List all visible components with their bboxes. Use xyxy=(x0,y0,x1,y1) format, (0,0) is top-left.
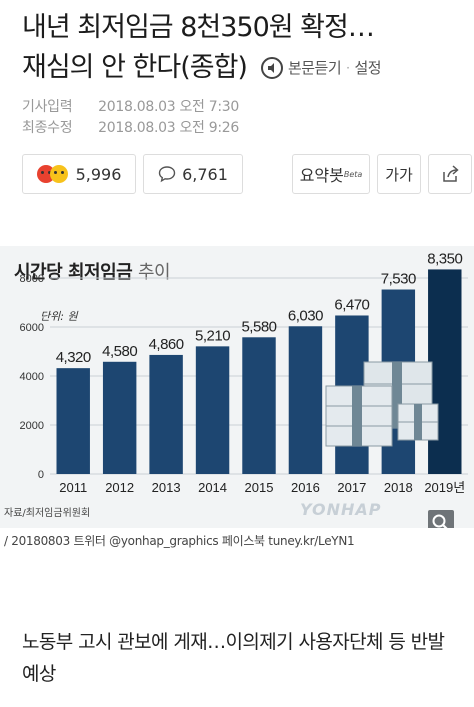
input-time-label: 기사입력 xyxy=(22,99,73,115)
share-icon xyxy=(440,164,460,184)
summary-beta-tag: Beta xyxy=(343,169,363,179)
minimum-wage-chart[interactable]: 시간당 최저임금 추이 단위: 원 0 2000 4000 6000 8000 4,320… xyxy=(0,246,474,528)
bar-value-label: 5,210 xyxy=(195,327,230,344)
listen-controls: 본문듣기 · 설정 xyxy=(260,48,382,88)
summary-bot-button[interactable]: 요약봇 Beta xyxy=(292,154,370,194)
bar-value-label: 4,860 xyxy=(149,336,184,353)
x-tick-label: 2015 xyxy=(245,480,274,495)
reaction-count: 5,996 xyxy=(75,164,122,184)
bar-value-label: 8,350 xyxy=(427,250,462,267)
money-stack-illustration xyxy=(325,361,439,447)
comment-icon xyxy=(158,165,176,183)
article-title-line1: 내년 최저임금 8천350원 확정… xyxy=(22,12,375,43)
article-lead-text: 노동부 고시 관보에 게재…이의제기 사용자단체 등 반발 예상 xyxy=(22,631,445,685)
font-size-label: 가가 xyxy=(385,165,413,184)
share-button[interactable] xyxy=(428,154,472,194)
x-tick-label: 2017 xyxy=(337,480,366,495)
article-title-line2: 재심의 안 한다(종합) xyxy=(22,52,248,83)
chart-bar xyxy=(195,346,230,474)
input-time-value: 2018.08.03 오전 7:30 xyxy=(98,99,240,115)
modified-time-value: 2018.08.03 오전 9:26 xyxy=(98,120,240,136)
bar-value-label: 7,530 xyxy=(381,271,416,288)
summary-bot-label: 요약봇 xyxy=(299,166,344,185)
yonhap-watermark: YONHAP xyxy=(300,500,382,519)
y-tick-label: 8000 xyxy=(20,273,44,285)
y-tick-label: 2000 xyxy=(20,420,44,432)
chart-unit: 단위: 원 xyxy=(40,310,78,323)
x-tick-label: 2013 xyxy=(152,480,181,495)
x-tick-label: 2019년 xyxy=(424,480,465,495)
x-tick-label: 2016 xyxy=(291,480,320,495)
x-tick-label: 2018 xyxy=(384,480,413,495)
graphic-credit: / 20180803 트위터 @yonhap_graphics 페이스북 tun… xyxy=(4,534,355,548)
chart-bar xyxy=(288,326,323,474)
y-tick-label: 6000 xyxy=(20,322,44,334)
modified-time-row: 최종수정 2018.08.03 오전 9:26 xyxy=(22,117,239,137)
chart-plot: 0 2000 4000 6000 8000 4,320 4,580 4,860 5,210 5,5… xyxy=(20,250,468,495)
chart-bar xyxy=(56,368,90,474)
article-title: 내년 최저임금 8천350원 확정… 재심의 안 한다(종합) 본문듣기 · 설… xyxy=(22,8,462,88)
y-tick-label: 0 xyxy=(38,469,44,481)
bar-value-label: 4,320 xyxy=(56,349,91,366)
bar-value-label: 5,580 xyxy=(241,318,276,335)
x-tick-label: 2014 xyxy=(198,480,227,495)
bar-value-label: 6,470 xyxy=(334,296,369,313)
settings-button[interactable]: 설정 xyxy=(354,59,382,77)
listen-button[interactable]: 본문듣기 xyxy=(287,59,342,77)
chart-source: 자료/최저임금위원회 xyxy=(4,508,91,519)
comment-button[interactable]: 6,761 xyxy=(143,154,243,194)
y-tick-label: 4000 xyxy=(20,371,44,383)
x-tick-label: 2012 xyxy=(105,480,134,495)
input-time-row: 기사입력 2018.08.03 오전 7:30 xyxy=(22,96,239,116)
chart-bar xyxy=(149,354,183,474)
magnify-icon[interactable] xyxy=(428,510,454,528)
chart-bar xyxy=(102,361,137,474)
x-tick-label: 2011 xyxy=(59,480,87,495)
listen-separator: · xyxy=(346,61,350,75)
article-actions: 5,996 6,761 요약봇 Beta 가가 xyxy=(22,154,474,194)
chart-bar xyxy=(242,337,276,474)
bar-value-label: 4,580 xyxy=(102,343,137,360)
smile-face-icon xyxy=(49,165,68,183)
chart-bar xyxy=(428,269,462,474)
reaction-button[interactable]: 5,996 xyxy=(22,154,136,194)
comment-count: 6,761 xyxy=(182,164,228,184)
font-size-button[interactable]: 가가 xyxy=(377,154,421,194)
listen-icon[interactable] xyxy=(260,57,283,79)
bar-value-label: 6,030 xyxy=(288,307,323,324)
modified-time-label: 최종수정 xyxy=(22,120,73,136)
